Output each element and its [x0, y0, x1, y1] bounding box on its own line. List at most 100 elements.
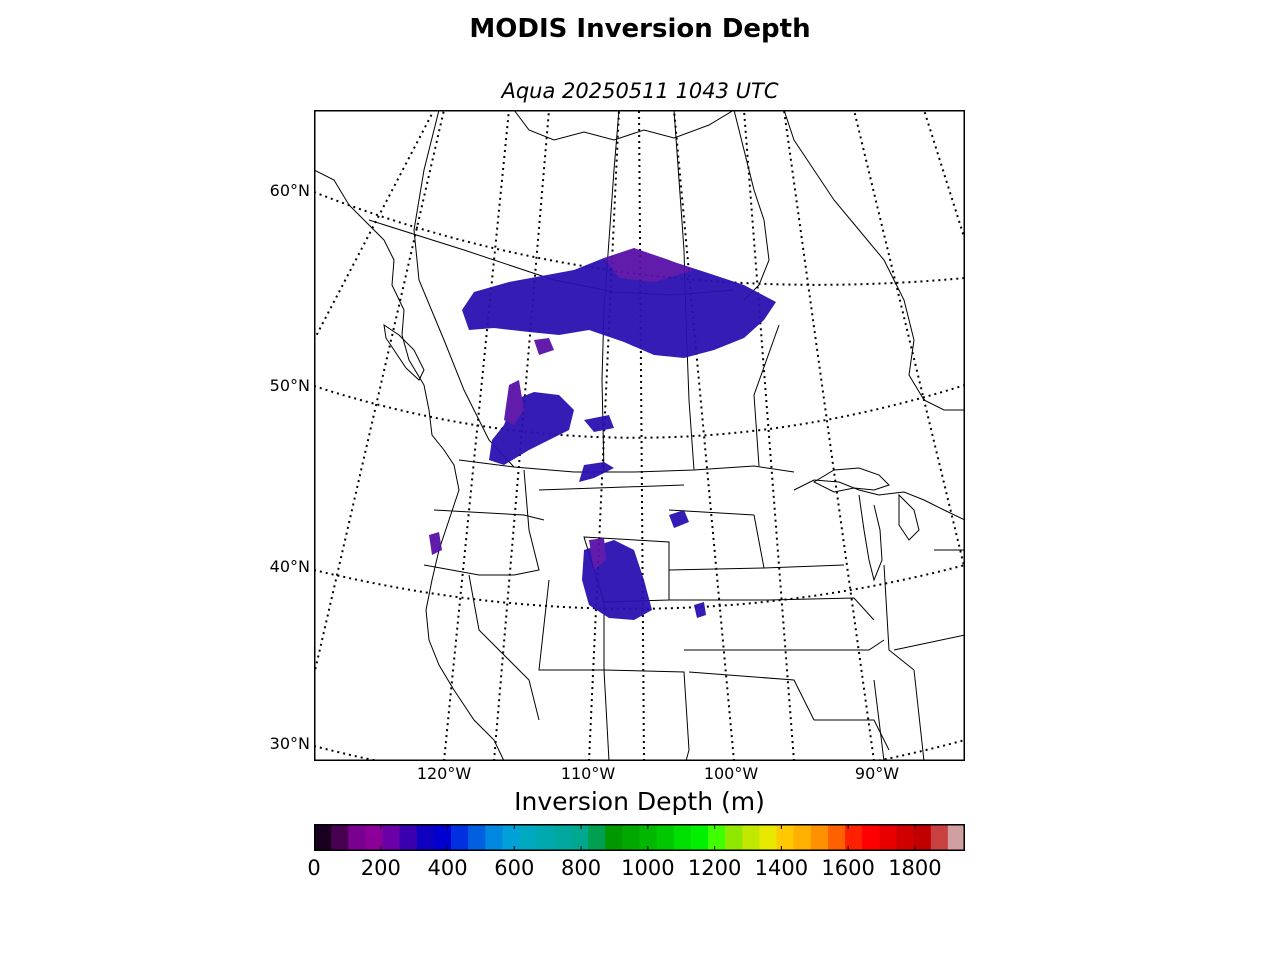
meridian-80w	[923, 110, 965, 241]
meridian-130w	[314, 110, 435, 341]
map-frame	[314, 110, 965, 761]
lat-label-30n: 30°N	[269, 734, 310, 753]
border-ms-al	[873, 679, 885, 761]
data-patch-sk-small	[584, 415, 614, 432]
colorbar-swatch	[622, 824, 641, 851]
great-lakes	[793, 479, 965, 521]
colorbar-swatch	[553, 824, 572, 851]
colorbar-swatch	[331, 824, 349, 851]
colorbar-tick-label: 600	[494, 856, 535, 880]
colorbar-swatch	[468, 824, 486, 851]
colorbar-swatch	[930, 824, 949, 851]
colorbar-tick-label: 1200	[687, 856, 742, 880]
border-nm-tx	[603, 669, 690, 761]
colorbar-swatch	[793, 824, 812, 851]
border-ar-la	[814, 719, 890, 751]
colorbar-swatch	[862, 824, 880, 851]
border-wa-or	[433, 509, 545, 521]
colorbar-tick-label: 1800	[888, 856, 942, 880]
coastline-vancouver-island	[383, 323, 425, 381]
meridian-85w	[853, 110, 965, 571]
lon-label-100w: 100°W	[703, 764, 759, 783]
colorbar-swatch	[776, 824, 795, 851]
colorbar-tick-label: 800	[561, 856, 602, 880]
colorbar-swatch	[365, 824, 384, 851]
colorbar-swatch	[399, 824, 418, 851]
data-patch-bc-small	[534, 338, 554, 355]
colorbar-swatch	[742, 824, 761, 851]
colorbar-swatch	[810, 824, 829, 851]
colorbar-swatch	[725, 824, 743, 851]
colorbar-swatch	[639, 824, 658, 851]
colorbar-swatch	[947, 824, 965, 851]
border-mt-wy	[538, 484, 685, 491]
map-panel	[314, 110, 965, 761]
border-ia-mo	[768, 597, 875, 621]
data-patch-colorado-violet	[589, 538, 606, 570]
lat-label-40n: 40°N	[269, 557, 310, 576]
colorbar-title: Inversion Depth (m)	[514, 787, 765, 816]
lat-label-50n: 50°N	[269, 376, 310, 395]
colorbar-swatch	[451, 824, 469, 851]
parallel-60n	[314, 191, 965, 286]
lake-michigan	[858, 494, 883, 582]
border-al-ga	[913, 669, 925, 761]
colorbar-swatch	[673, 824, 692, 851]
meridian-90w	[783, 110, 875, 761]
colorbar-swatch	[348, 824, 366, 851]
colorbar-swatch	[502, 824, 521, 851]
parallel-50n	[314, 384, 965, 439]
border-bc-ab	[413, 110, 515, 468]
lon-label-120w: 120°W	[416, 764, 472, 783]
data-patch-prairies	[462, 250, 776, 358]
border-ky-tn	[893, 634, 965, 651]
data-patch-oregon	[429, 532, 442, 555]
colorbar-swatch	[416, 824, 435, 851]
colorbar-swatch	[433, 824, 452, 851]
border-id-mt	[513, 469, 540, 576]
lon-label-110w: 110°W	[560, 764, 616, 783]
inversion-data-layer	[429, 248, 776, 620]
colorbar-swatch	[708, 824, 726, 851]
colorbar-swatch	[827, 824, 846, 851]
colorbar-swatch	[896, 824, 915, 851]
coastline-arctic	[513, 110, 735, 141]
lake-huron	[898, 493, 920, 541]
colorbar-tick-label: 1600	[821, 856, 875, 880]
colorbar-tick-label: 400	[427, 856, 468, 880]
data-patch-wyoming	[579, 462, 614, 482]
colorbar-swatch	[588, 824, 606, 851]
coastline-hudson-bay	[783, 110, 965, 411]
meridian-120w	[443, 110, 510, 761]
meridian-110w	[588, 110, 620, 761]
data-patch-montana-idaho	[489, 392, 574, 465]
border-or-ca	[423, 564, 514, 576]
colorbar-swatch	[570, 824, 589, 851]
page-title: MODIS Inversion Depth	[469, 14, 811, 44]
coastline-pacific	[314, 169, 505, 761]
lake-superior	[812, 467, 890, 493]
colorbar-tick-label: 200	[360, 856, 401, 880]
data-patch-idaho-violet	[504, 380, 524, 425]
border-ok-tx	[688, 671, 815, 721]
border-mb-on	[753, 324, 780, 467]
colorbar-swatch	[656, 824, 675, 851]
colorbar-swatch	[485, 824, 504, 851]
data-patch-ks	[694, 602, 706, 618]
meridian-95w	[743, 110, 795, 761]
colorbar-tick-label: 1000	[621, 856, 675, 880]
meridian-100w	[673, 110, 735, 761]
colorbar	[314, 824, 965, 851]
colorbar-swatch	[605, 824, 623, 851]
meridian-105w	[638, 110, 645, 761]
border-mn-ia	[753, 514, 845, 569]
colorbar-swatch	[536, 824, 555, 851]
colorbar-frame	[314, 824, 965, 851]
lat-label-60n: 60°N	[269, 181, 310, 200]
lon-label-90w: 90°W	[854, 764, 900, 783]
border-mo-ar	[794, 639, 885, 651]
colorbar-swatch	[913, 824, 932, 851]
colorbar-swatch	[314, 824, 332, 851]
data-patch-nebraska	[669, 510, 689, 528]
border-az-nm	[539, 669, 610, 761]
